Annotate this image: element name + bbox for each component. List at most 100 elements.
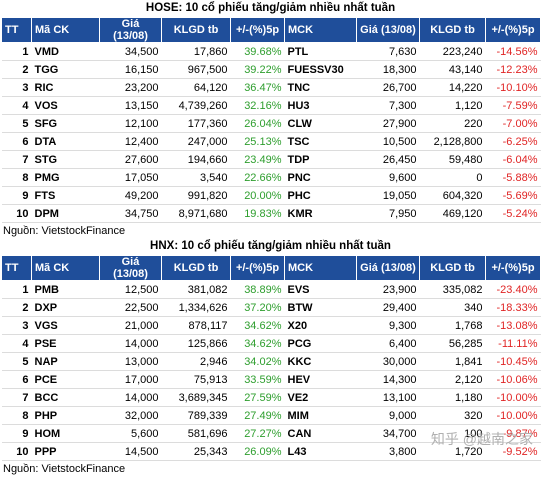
col-volume: KLGD tb	[161, 17, 231, 43]
change-pct: 39.68%	[230, 42, 285, 61]
stock-code: RIC	[31, 78, 100, 97]
price-down: 19,050	[356, 186, 420, 205]
stock-code: FTS	[31, 186, 100, 205]
table-row: 7 STG 27,600 194,660 23.49% TDP 26,450 59,480 -6…	[1, 150, 541, 169]
avg-volume-down: 59,480	[419, 150, 486, 169]
change-pct: 26.04%	[230, 114, 285, 133]
avg-volume: 581,696	[161, 424, 231, 443]
change-pct: 22.66%	[230, 168, 285, 187]
price-down: 9,300	[356, 316, 420, 335]
avg-volume-down: 1,180	[419, 388, 486, 407]
stock-code-down: TSC	[284, 132, 357, 151]
price-down: 23,900	[356, 280, 420, 299]
avg-volume: 4,739,260	[161, 96, 231, 115]
col-volume: KLGD tb	[161, 255, 231, 281]
stock-code: PSE	[31, 334, 100, 353]
stock-code-down: TDP	[284, 150, 357, 169]
rank: 8	[1, 406, 32, 425]
col-price: Giá (13/08)	[99, 255, 162, 281]
stock-code: DPM	[31, 204, 100, 223]
stock-code: BCC	[31, 388, 100, 407]
col-change: +/-(%)5p	[230, 255, 285, 281]
change-pct: 34.02%	[230, 352, 285, 371]
hnx-source: Nguồn: VietstockFinance	[3, 463, 126, 475]
stock-code-down: PCG	[284, 334, 357, 353]
avg-volume-down: 220	[419, 114, 486, 133]
price: 23,200	[99, 78, 162, 97]
rank: 9	[1, 424, 32, 443]
col-volume-down: KLGD tb	[419, 255, 486, 281]
change-pct-down: -9.87%	[485, 424, 541, 443]
price-down: 7,300	[356, 96, 420, 115]
avg-volume: 2,946	[161, 352, 231, 371]
price: 49,200	[99, 186, 162, 205]
change-pct-down: -5.24%	[485, 204, 541, 223]
price-down: 7,950	[356, 204, 420, 223]
price-down: 26,450	[356, 150, 420, 169]
change-pct-down: -12.23%	[485, 60, 541, 79]
col-change-down: +/-(%)5p	[485, 17, 541, 43]
table-row: 1 PMB 12,500 381,082 38.89% EVS 23,900 335,082-…	[1, 280, 541, 299]
price: 17,000	[99, 370, 162, 389]
table-row: 2 DXP 22,500 1,334,626 37.20% BTW 29,400 340 -18…	[1, 298, 541, 317]
avg-volume: 177,360	[161, 114, 231, 133]
change-pct-down: -18.33%	[485, 298, 541, 317]
stock-code: DXP	[31, 298, 100, 317]
change-pct-down: -10.45%	[485, 352, 541, 371]
table-row: 3 VGS 21,000 878,117 34.62% X20 9,300 1,768 -13.…	[1, 316, 541, 335]
change-pct-down: -5.69%	[485, 186, 541, 205]
price-down: 29,400	[356, 298, 420, 317]
change-pct-down: -6.25%	[485, 132, 541, 151]
avg-volume: 64,120	[161, 78, 231, 97]
avg-volume: 8,971,680	[161, 204, 231, 223]
avg-volume-down: 340	[419, 298, 486, 317]
stock-code-down: CLW	[284, 114, 357, 133]
table-row: 1 VMD 34,500 17,860 39.68% PTL 7,630 223,240 -14…	[1, 42, 541, 61]
price: 14,000	[99, 334, 162, 353]
avg-volume-down: 1,841	[419, 352, 486, 371]
avg-volume: 789,339	[161, 406, 231, 425]
price-down: 7,630	[356, 42, 420, 61]
change-pct: 19.83%	[230, 204, 285, 223]
price-down: 18,300	[356, 60, 420, 79]
rank: 3	[1, 316, 32, 335]
stock-code-down: KKC	[284, 352, 357, 371]
price: 22,500	[99, 298, 162, 317]
rank: 4	[1, 96, 32, 115]
stock-code: VOS	[31, 96, 100, 115]
col-price-down: Giá (13/08)	[356, 255, 420, 281]
hose-table: TT Mã CK Giá (13/08) KLGD tb +/-(%)5p MC…	[1, 17, 541, 223]
price-down: 34,700	[356, 424, 420, 443]
stock-code-down: MIM	[284, 406, 357, 425]
price-down: 9,600	[356, 168, 420, 187]
table-row: 4 VOS 13,150 4,739,260 32.16% HU3 7,300 1,120 -7…	[1, 96, 541, 115]
change-pct-down: -10.00%	[485, 388, 541, 407]
stock-code: PMG	[31, 168, 100, 187]
price-down: 9,000	[356, 406, 420, 425]
table-row: 6 PCE 17,000 75,913 33.59% HEV 14,300 2,120 -10.…	[1, 370, 541, 389]
change-pct: 27.59%	[230, 388, 285, 407]
rank: 5	[1, 114, 32, 133]
price-down: 30,000	[356, 352, 420, 371]
col-price-down: Giá (13/08)	[356, 17, 420, 43]
change-pct: 20.00%	[230, 186, 285, 205]
hose-section: HOSE: 10 cổ phiếu tăng/giảm nhiều nhất t…	[1, 2, 541, 237]
stock-code-down: CAN	[284, 424, 357, 443]
change-pct-down: -11.11%	[485, 334, 541, 353]
stock-code-down: PHC	[284, 186, 357, 205]
stock-code-down: HEV	[284, 370, 357, 389]
stock-code-down: EVS	[284, 280, 357, 299]
avg-volume-down: 14,220	[419, 78, 486, 97]
col-price: Giá (13/08)	[99, 17, 162, 43]
rank: 1	[1, 280, 32, 299]
change-pct-down: -10.10%	[485, 78, 541, 97]
avg-volume-down: 320	[419, 406, 486, 425]
rank: 2	[1, 298, 32, 317]
table-row: 9 FTS 49,200 991,820 20.00% PHC 19,050 604,320-…	[1, 186, 541, 205]
stock-code-down: L43	[284, 442, 357, 461]
table-row: 10 DPM 34,750 8,971,680 19.83% KMR 7,950 469,12…	[1, 204, 541, 223]
price: 27,600	[99, 150, 162, 169]
avg-volume: 75,913	[161, 370, 231, 389]
table-row: 5 SFG 12,100 177,360 26.04% CLW 27,900 220 -7.00…	[1, 114, 541, 133]
table-row: 8 PMG 17,050 3,540 22.66% PNC 9,600 0 -5.88%	[1, 168, 541, 187]
